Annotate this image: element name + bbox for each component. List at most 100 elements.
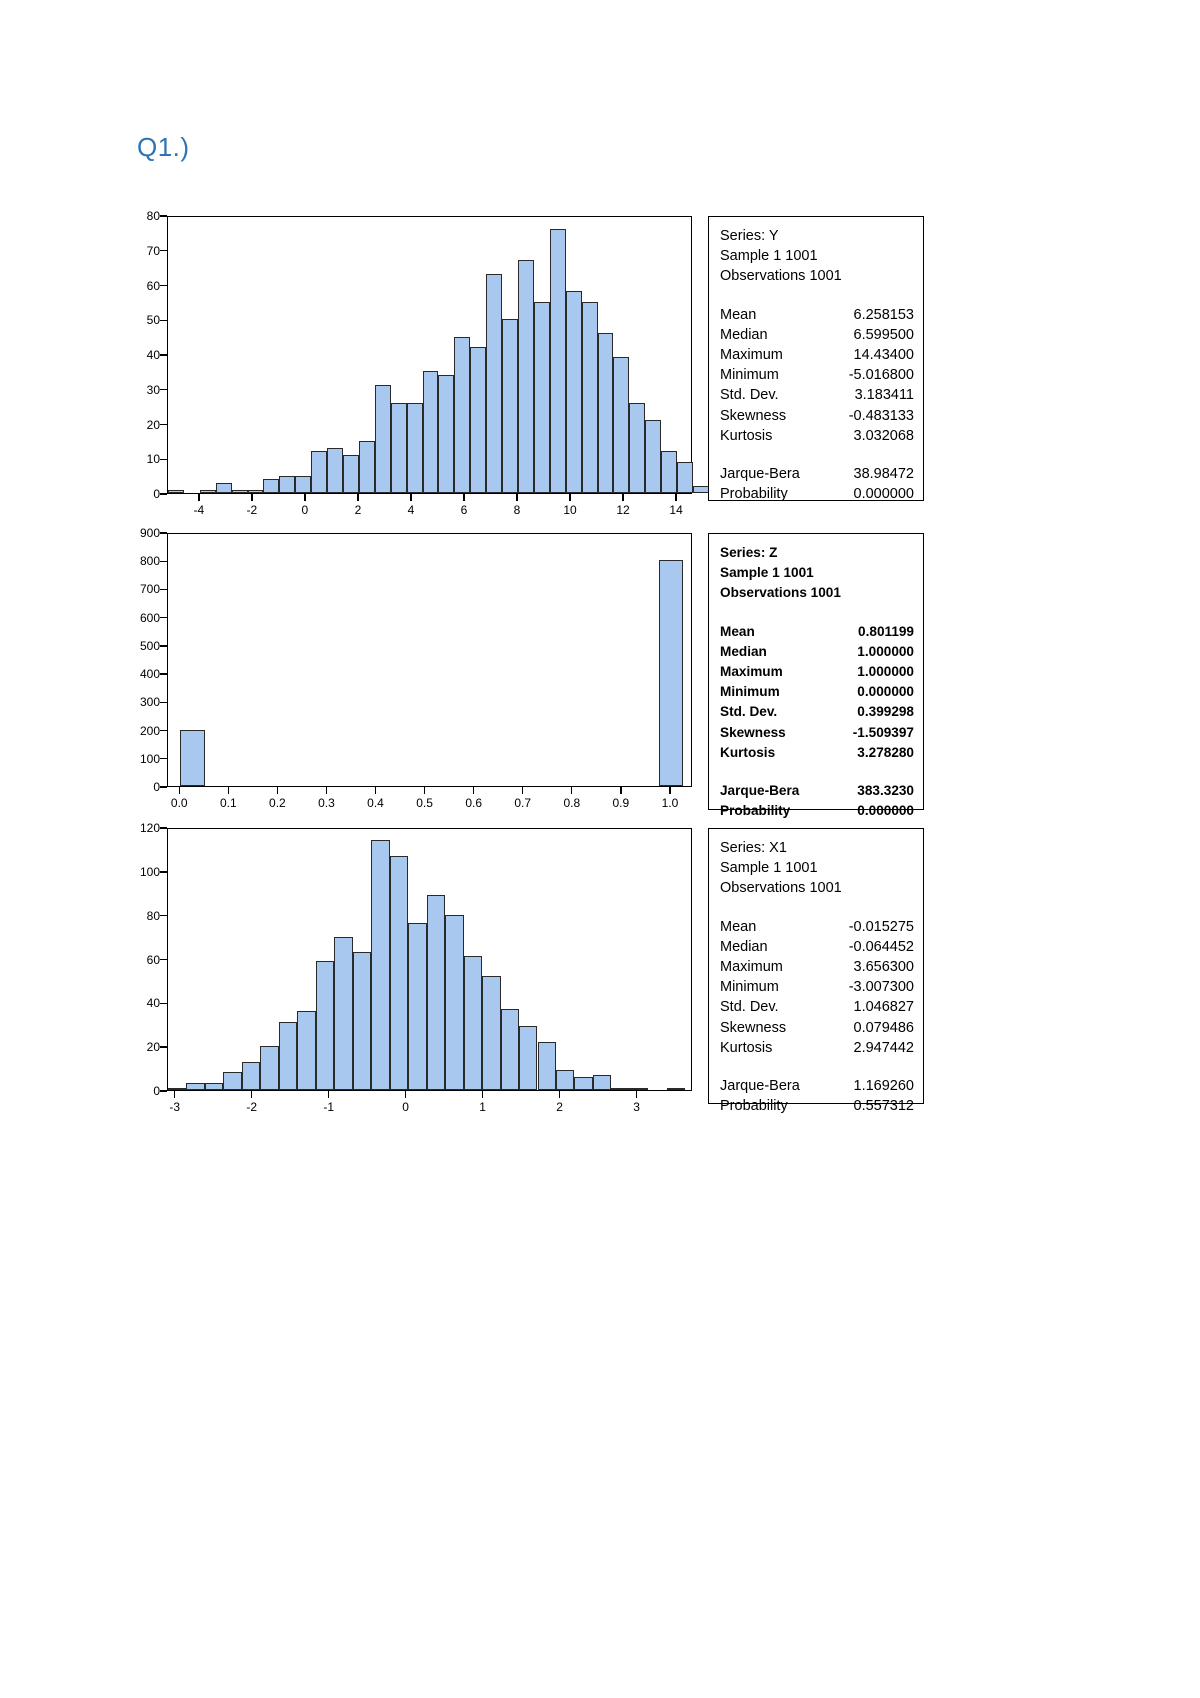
- x-tick-mark: [325, 787, 328, 794]
- y-tick-label: 40: [146, 996, 160, 1011]
- stat-value: 3.183411: [854, 387, 914, 404]
- y-tick-label: 0: [153, 1084, 160, 1098]
- y-tick-mark: [160, 588, 167, 591]
- stat-key: Mean: [720, 918, 757, 935]
- y-tick-mark: [160, 616, 167, 619]
- x-ticks-x1: [167, 1091, 692, 1099]
- y-tick-label: 50: [146, 313, 160, 328]
- y-tick-label: 600: [139, 610, 160, 625]
- histogram-bar: [574, 1076, 593, 1090]
- stat-row: Kurtosis 2.947442: [720, 1038, 914, 1058]
- stat-row: Median 1.000000: [720, 642, 914, 662]
- stats-content-z: Series: Z Sample 1 1001 Observations 100…: [720, 543, 914, 821]
- stat-row: Maximum 1.000000: [720, 662, 914, 682]
- stat-value: 14.43400: [853, 347, 914, 364]
- stat-row: Jarque-Bera 1.169260: [720, 1076, 914, 1096]
- x-tick-label: -1: [323, 1100, 334, 1114]
- plot-area-y: [167, 216, 725, 494]
- y-ticks-z: [160, 532, 168, 788]
- stats-content-x1: Series: X1 Sample 1 1001 Observations 10…: [720, 838, 914, 1116]
- stat-row: Minimum -5.016800: [720, 365, 914, 385]
- histogram-bar: [555, 1070, 575, 1090]
- histogram-bar: [658, 559, 684, 786]
- histogram-bar: [374, 385, 391, 493]
- y-tick-mark: [160, 493, 167, 495]
- y-tick-mark: [160, 871, 167, 873]
- stat-value: 0.000000: [857, 803, 914, 819]
- stat-value: 3.656300: [853, 959, 914, 976]
- stats-spacer: [720, 287, 914, 305]
- stat-value: 1.000000: [857, 643, 914, 659]
- x-tick-label: 3: [633, 1100, 640, 1114]
- y-tick-mark: [160, 250, 167, 252]
- x-tick-mark: [178, 787, 180, 794]
- x-tick-label: 0.8: [563, 796, 581, 810]
- histogram-bar: [629, 402, 646, 493]
- stat-row: Std. Dev. 3.183411: [720, 385, 914, 405]
- stat-row: Probability 0.000000: [720, 801, 914, 821]
- histogram-bar: [565, 291, 582, 493]
- histogram-bar: [278, 1022, 298, 1090]
- stat-value: -0.483133: [848, 407, 914, 424]
- histogram-bar: [454, 336, 471, 493]
- stat-key: Skewness: [720, 407, 787, 424]
- sample-label-x1: Sample 1 1001: [720, 860, 818, 877]
- histogram-bar: [186, 1083, 205, 1090]
- stat-key: Maximum: [720, 959, 783, 976]
- y-tick-label: 30: [146, 382, 160, 397]
- y-tick-mark: [160, 560, 167, 562]
- y-tick-mark: [160, 423, 167, 426]
- histogram-bar: [358, 440, 375, 493]
- x-tick-label: 8: [513, 503, 521, 517]
- x-tick-mark: [327, 1091, 330, 1098]
- x-tick-mark: [304, 494, 306, 501]
- histogram-bar: [311, 451, 328, 493]
- y-tick-mark: [160, 758, 167, 760]
- histogram-bar: [334, 936, 353, 1090]
- x-ticks-y: [167, 494, 692, 502]
- stats-box-z: Series: Z Sample 1 1001 Observations 100…: [708, 533, 924, 818]
- histogram-bar: [352, 951, 372, 1090]
- x-tick-label: -2: [246, 503, 258, 517]
- y-ticks-x1: [160, 827, 168, 1092]
- y-tick-mark: [160, 827, 167, 829]
- histogram-bar: [390, 402, 407, 493]
- stat-value: -0.064452: [848, 938, 914, 955]
- observations-label-z: Observations 1001: [720, 585, 841, 601]
- x-tick-mark: [569, 494, 571, 501]
- stat-row: Kurtosis 3.278280: [720, 743, 914, 763]
- sample-label-y: Sample 1 1001: [720, 248, 818, 265]
- stat-key: Probability: [720, 486, 788, 503]
- y-tick-label: 700: [139, 582, 160, 597]
- histogram-bar: [297, 1011, 316, 1090]
- histogram-bar: [241, 1061, 261, 1090]
- series-label-x1: Series: X1: [720, 840, 787, 856]
- x-tick-label: 0.5: [416, 796, 433, 810]
- histogram-bar: [611, 1087, 630, 1090]
- histogram-bar: [482, 976, 501, 1090]
- stat-key: Std. Dev.: [720, 999, 779, 1016]
- x-tick-label: -4: [193, 503, 205, 517]
- y-tick-mark: [160, 458, 167, 460]
- histogram-bar: [502, 319, 518, 493]
- y-tick-label: 900: [139, 526, 160, 540]
- series-label-z: Series: Z: [720, 545, 778, 560]
- y-tick-label: 120: [139, 821, 160, 835]
- histogram-bar: [327, 447, 343, 493]
- histogram-bar: [199, 489, 216, 493]
- y-tick-label: 70: [146, 243, 160, 258]
- stat-row: Minimum -3.007300: [720, 977, 914, 997]
- y-tick-label: 80: [146, 908, 160, 923]
- x-tick-label: 0.1: [219, 796, 237, 810]
- y-tick-mark: [160, 532, 167, 534]
- histogram-bar: [315, 960, 335, 1090]
- y-tick-label: 0: [153, 487, 160, 501]
- x-tick-mark: [251, 494, 253, 501]
- y-tick-label: 20: [146, 417, 160, 432]
- stat-value: 1.000000: [857, 664, 914, 680]
- histogram-bar: [463, 956, 483, 1090]
- x-tick-mark: [410, 494, 412, 501]
- x-tick-mark: [675, 494, 677, 501]
- y-axis-x1: 0 20 40 60 80 100 120: [120, 822, 160, 1097]
- x-tick-label: 14: [669, 503, 683, 517]
